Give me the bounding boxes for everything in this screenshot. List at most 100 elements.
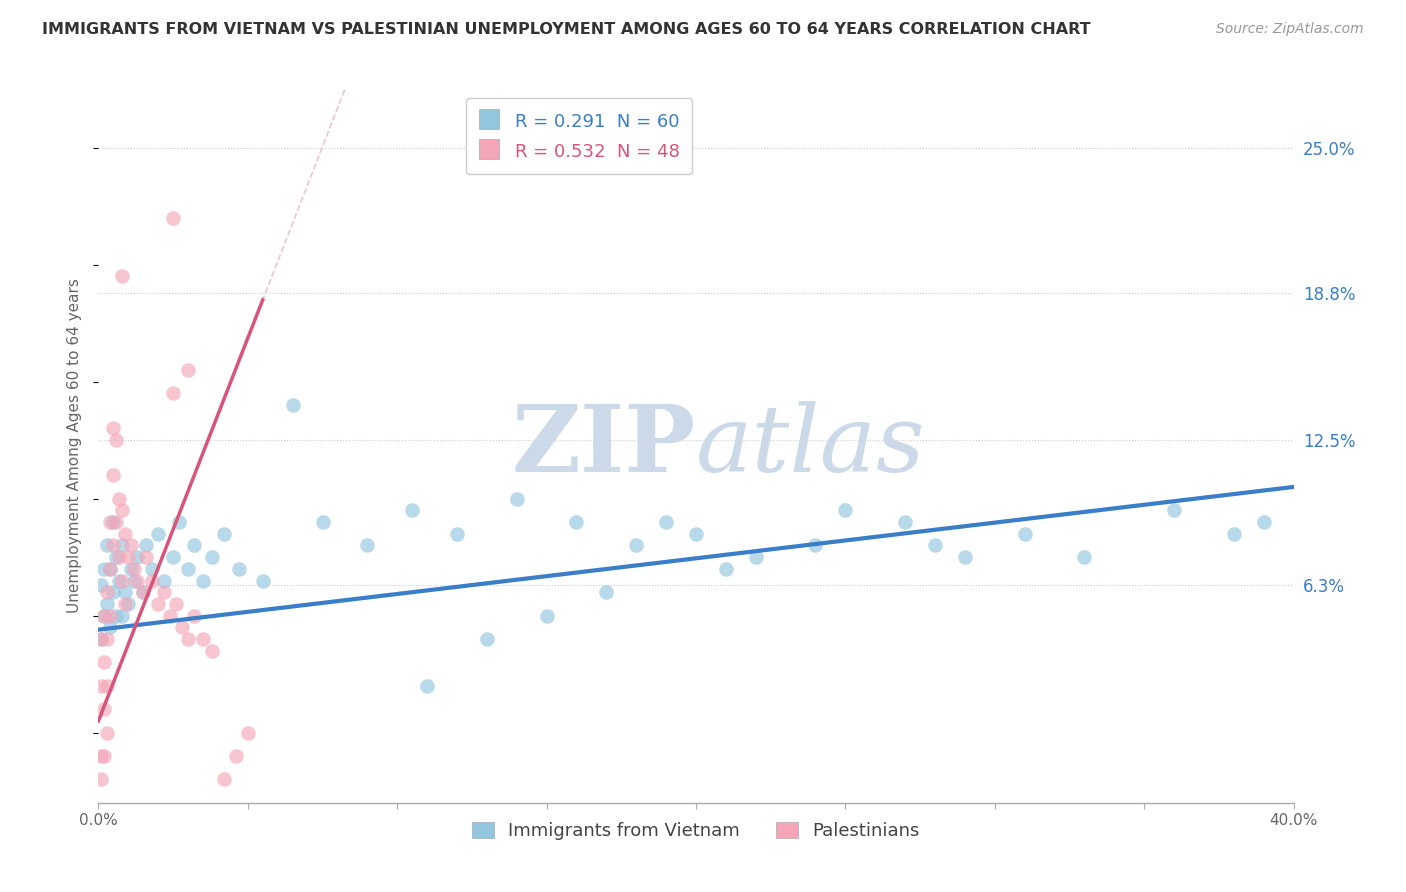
Point bbox=[96, 632, 118, 646]
Point bbox=[148, 597, 170, 611]
Point bbox=[93, 608, 115, 623]
Point bbox=[117, 597, 139, 611]
Point bbox=[96, 679, 118, 693]
Point bbox=[103, 515, 125, 529]
Point bbox=[834, 503, 856, 517]
Point bbox=[894, 515, 917, 529]
Point bbox=[114, 585, 136, 599]
Point bbox=[90, 632, 112, 646]
Point bbox=[105, 433, 128, 447]
Point bbox=[96, 585, 118, 599]
Point bbox=[124, 562, 146, 576]
Point bbox=[105, 515, 128, 529]
Point bbox=[96, 538, 118, 552]
Point bbox=[120, 538, 142, 552]
Point bbox=[96, 597, 118, 611]
Point bbox=[111, 574, 134, 588]
Point bbox=[1014, 526, 1036, 541]
Point bbox=[177, 632, 200, 646]
Point bbox=[108, 550, 131, 565]
Point bbox=[162, 211, 184, 225]
Point bbox=[416, 679, 439, 693]
Point bbox=[201, 644, 224, 658]
Point bbox=[98, 515, 122, 529]
Point bbox=[167, 515, 190, 529]
Point bbox=[111, 608, 134, 623]
Point bbox=[655, 515, 678, 529]
Point bbox=[162, 386, 184, 401]
Point bbox=[127, 550, 149, 565]
Point bbox=[165, 597, 187, 611]
Point bbox=[183, 538, 205, 552]
Point bbox=[114, 597, 136, 611]
Point bbox=[225, 749, 247, 764]
Point bbox=[446, 526, 468, 541]
Point bbox=[506, 491, 529, 506]
Point bbox=[191, 574, 214, 588]
Point bbox=[103, 468, 125, 483]
Point bbox=[153, 574, 176, 588]
Point bbox=[953, 550, 976, 565]
Point bbox=[281, 398, 304, 412]
Point bbox=[93, 749, 115, 764]
Point bbox=[90, 632, 112, 646]
Point bbox=[191, 632, 214, 646]
Point bbox=[103, 421, 125, 435]
Text: atlas: atlas bbox=[696, 401, 925, 491]
Point bbox=[565, 515, 588, 529]
Point bbox=[111, 269, 134, 284]
Point bbox=[1223, 526, 1246, 541]
Point bbox=[252, 574, 274, 588]
Point bbox=[98, 562, 122, 576]
Point bbox=[117, 550, 139, 565]
Point bbox=[132, 585, 155, 599]
Point bbox=[105, 550, 128, 565]
Point bbox=[201, 550, 224, 565]
Point bbox=[745, 550, 768, 565]
Point bbox=[311, 515, 333, 529]
Legend: Immigrants from Vietnam, Palestinians: Immigrants from Vietnam, Palestinians bbox=[461, 811, 931, 851]
Point bbox=[90, 578, 112, 592]
Point bbox=[1253, 515, 1275, 529]
Point bbox=[228, 562, 250, 576]
Point bbox=[236, 725, 259, 739]
Point bbox=[98, 562, 122, 576]
Point bbox=[105, 608, 128, 623]
Point bbox=[401, 503, 423, 517]
Point bbox=[148, 526, 170, 541]
Text: Source: ZipAtlas.com: Source: ZipAtlas.com bbox=[1216, 22, 1364, 37]
Point bbox=[90, 749, 112, 764]
Point bbox=[120, 562, 142, 576]
Point bbox=[183, 608, 205, 623]
Point bbox=[356, 538, 378, 552]
Point bbox=[804, 538, 827, 552]
Point bbox=[159, 608, 181, 623]
Point bbox=[132, 585, 155, 599]
Point bbox=[96, 725, 118, 739]
Y-axis label: Unemployment Among Ages 60 to 64 years: Unemployment Among Ages 60 to 64 years bbox=[67, 278, 83, 614]
Point bbox=[108, 574, 131, 588]
Point bbox=[177, 363, 200, 377]
Point bbox=[172, 620, 194, 634]
Point bbox=[103, 538, 125, 552]
Point bbox=[93, 608, 115, 623]
Point bbox=[90, 772, 112, 787]
Point bbox=[93, 562, 115, 576]
Point bbox=[135, 538, 157, 552]
Point bbox=[111, 503, 134, 517]
Point bbox=[177, 562, 200, 576]
Point bbox=[90, 679, 112, 693]
Point bbox=[924, 538, 946, 552]
Point bbox=[124, 574, 146, 588]
Point bbox=[595, 585, 617, 599]
Point bbox=[162, 550, 184, 565]
Point bbox=[141, 574, 163, 588]
Point bbox=[212, 526, 235, 541]
Point bbox=[1163, 503, 1185, 517]
Text: IMMIGRANTS FROM VIETNAM VS PALESTINIAN UNEMPLOYMENT AMONG AGES 60 TO 64 YEARS CO: IMMIGRANTS FROM VIETNAM VS PALESTINIAN U… bbox=[42, 22, 1091, 37]
Point bbox=[626, 538, 648, 552]
Point bbox=[135, 550, 157, 565]
Point bbox=[714, 562, 737, 576]
Point bbox=[111, 538, 134, 552]
Point bbox=[212, 772, 235, 787]
